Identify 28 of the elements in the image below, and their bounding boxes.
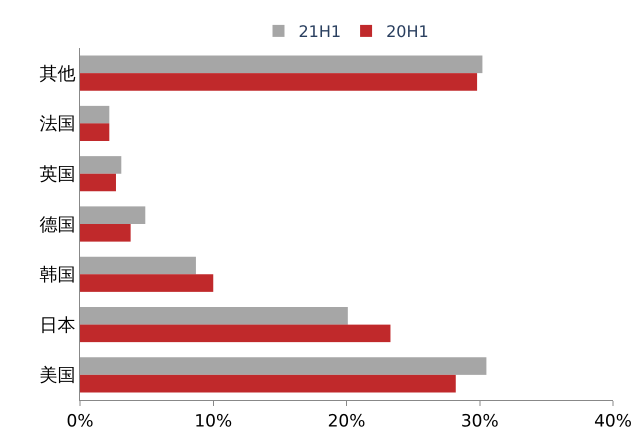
y-tick-label: 德国 [39,214,76,236]
x-tick-label: 0% [66,411,94,432]
bar [80,206,146,224]
y-tick-label: 其他 [39,63,76,84]
legend-label: 20H1 [386,22,429,42]
bar [80,324,390,342]
bar [80,357,486,375]
bar [80,224,131,242]
bar [80,73,478,91]
x-tick-label: 10% [194,411,232,432]
y-tick-label: 美国 [39,365,76,386]
bar [80,106,110,124]
y-tick-label: 韩国 [39,264,76,286]
y-tick-label: 法国 [39,114,76,135]
y-tick-label: 日本 [39,314,76,336]
bar [80,123,110,142]
bar [80,174,116,192]
x-tick-label: 30% [460,411,499,432]
bar [80,374,456,392]
x-tick-label: 40% [594,411,632,432]
bar [80,256,196,274]
bar [80,306,348,325]
bar [80,274,214,292]
bar [80,156,122,174]
bar [80,56,482,74]
legend-label: 21H1 [298,22,342,42]
x-tick-label: 20% [328,411,366,432]
y-tick-label: 英国 [39,164,76,186]
